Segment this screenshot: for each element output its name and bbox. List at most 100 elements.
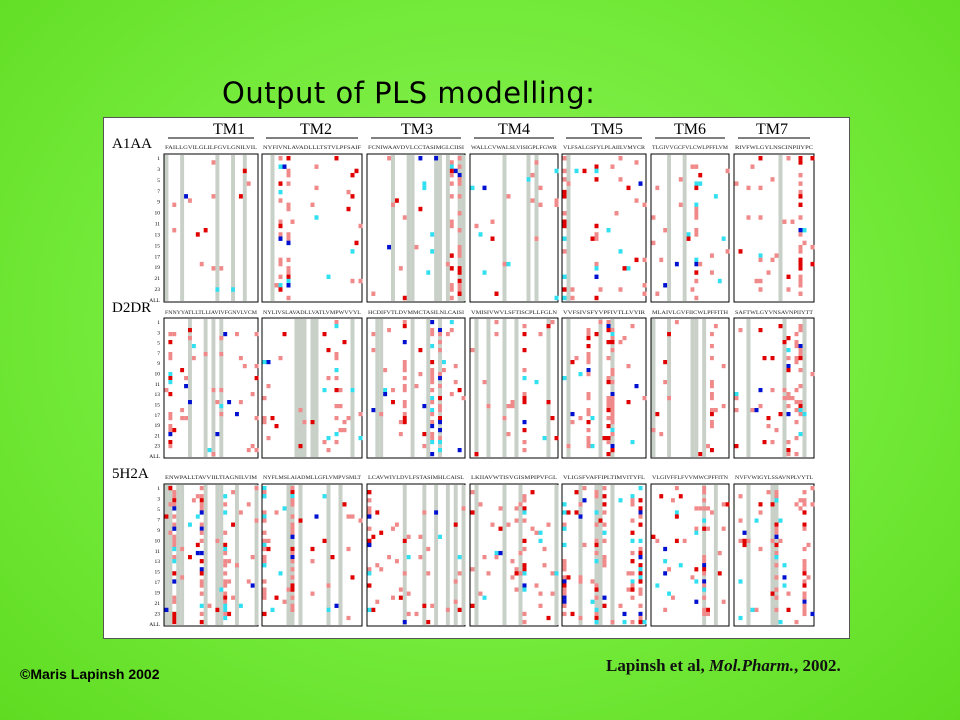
coefficient-cell [172,542,177,548]
coefficient-cell [391,526,395,531]
coefficient-cell [334,356,339,361]
coefficient-cell [574,510,579,515]
sequence-label: RIVFWLGYLNSCINPIIYPC [735,146,814,151]
coefficient-cell [238,603,243,608]
coefficient-cell [430,376,435,381]
coefficient-cell [223,595,228,600]
coefficient-cell [402,420,407,425]
coefficient-cell [606,436,611,441]
coefficient-cell [774,526,779,531]
coefficient-cell [223,563,228,568]
sequence-label: VLFSALGSFYLPLAIILVMYCR [563,146,646,151]
conserved-column [286,485,291,625]
coefficient-cell [678,202,683,208]
coefficient-panel [163,153,259,303]
coefficient-cell [286,266,291,271]
conserved-column [164,485,169,625]
coefficient-cell [738,538,743,544]
coefficient-cell [223,571,228,576]
coefficient-cell [168,332,173,337]
coefficient-cell [786,396,791,401]
conserved-column [434,485,439,625]
coefficient-cell [663,228,668,233]
coefficient-cell [254,486,259,491]
coefficient-cell [199,522,204,527]
coefficient-cell [453,522,458,527]
coefficient-cell [510,559,515,564]
coefficient-cell [430,412,435,417]
coefficient-cell [602,494,607,499]
coefficient-cell [191,356,196,361]
coefficient-cell [710,448,714,453]
coefficient-cell [199,502,204,507]
conserved-column [526,155,531,301]
coefficient-cell [702,506,707,511]
coefficient-cell [406,611,411,617]
coefficient-cell [794,436,799,441]
coefficient-cell [290,555,295,560]
coefficient-cell [770,257,775,263]
coefficient-cell [630,559,635,564]
sequence-label: ENWPALLTAVVIILTIAGNILVIM [165,476,258,481]
conserved-column [294,319,299,457]
coefficient-cell [594,615,599,621]
coefficient-cell [706,607,710,613]
coefficient-cell [330,555,335,560]
conserved-column [778,155,783,301]
coefficient-cell [694,232,699,237]
coefficient-cell [770,538,775,544]
coefficient-cell [562,559,567,564]
coefficient-cell [449,283,454,288]
coefficient-cell [219,336,224,341]
coefficient-cell [794,356,799,361]
coefficient-cell [630,494,635,499]
coefficient-cell [223,530,228,535]
coefficient-cell [550,416,555,421]
coefficient-cell [758,328,763,333]
coefficient-cell [430,328,435,333]
coefficient-cell [172,526,177,531]
coefficient-cell [354,168,359,174]
coefficient-cell [798,189,803,195]
coefficient-cell [522,611,527,617]
coefficient-cell [426,571,431,576]
coefficient-cell [172,559,177,564]
coefficient-cell [414,244,419,250]
coefficient-cell [810,244,815,250]
coefficient-cell [262,587,267,592]
coefficient-cell [538,332,543,337]
coefficient-cell [262,595,267,600]
coefficient-cell [346,615,351,621]
coefficient-cell [630,550,635,556]
coefficient-cell [262,546,267,552]
coefficient-cell [422,603,427,608]
coefficient-cell [710,408,714,413]
coefficient-cell [375,510,380,515]
coefficient-cell [638,579,643,584]
row-label: 7 [157,517,160,523]
coefficient-cell [794,502,799,507]
conserved-column [502,485,507,625]
coefficient-cell [562,295,567,301]
coefficient-cell [546,522,551,527]
coefficient-cell [430,249,435,254]
coefficient-cell [586,336,591,341]
coefficient-cell [383,368,388,373]
coefficient-cell [782,563,787,568]
coefficient-cell [586,420,591,425]
coefficient-cell [402,388,407,393]
row-label: 15 [155,570,161,576]
coefficient-cell [590,416,595,421]
coefficient-cell [594,550,599,556]
coefficient-cell [810,611,815,617]
coefficient-cell [223,579,228,584]
coefficient-cell [630,530,635,535]
coefficient-cell [798,160,803,165]
conserved-column [445,155,450,301]
coefficient-cell [663,380,668,385]
coefficient-cell [290,522,295,527]
coefficient-cell [478,232,483,237]
coefficient-cell [195,542,200,548]
coefficient-cell [674,486,679,491]
row-label: 17 [155,413,161,419]
